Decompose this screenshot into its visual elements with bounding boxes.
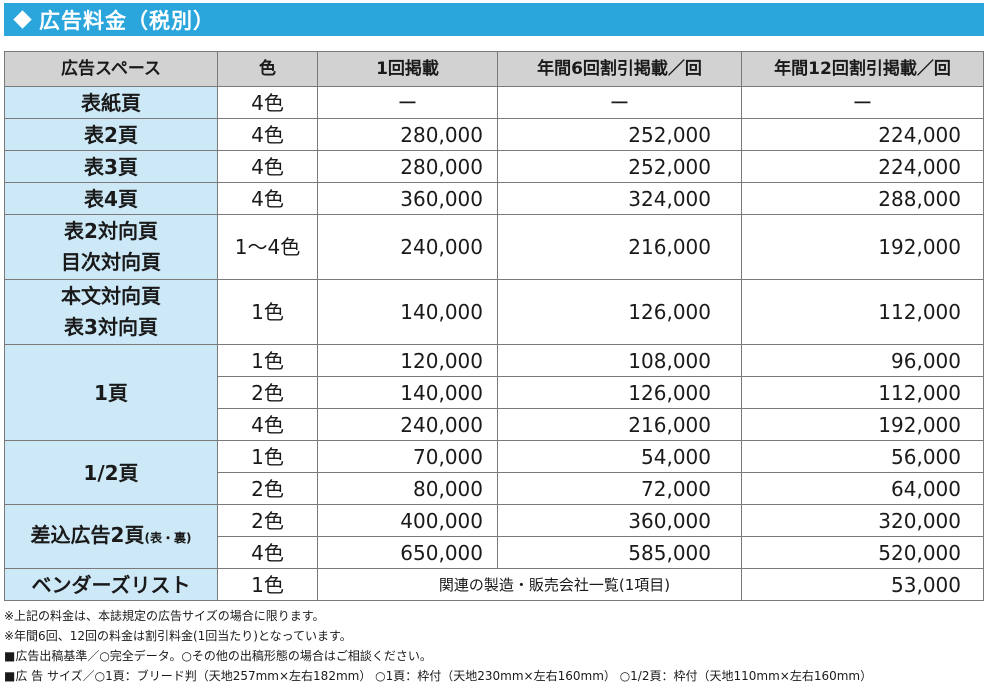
note-line: ※年間6回、12回の料金は割引料金(1回当たり)となっています。	[4, 629, 352, 643]
space-cell: 差込広告2頁(表・裏)	[4, 504, 218, 569]
color-cell: 1色	[217, 344, 318, 377]
table-row: 表3頁 4色 280,000 252,000 224,000	[4, 150, 984, 183]
space-label-line1: 表2対向頁	[64, 219, 158, 243]
price-twelve-cell: 112,000	[741, 376, 984, 409]
color-cell: 4色	[217, 118, 318, 151]
column-header-six: 年間6回割引掲載／回	[497, 51, 742, 87]
price-twelve-cell: 320,000	[741, 504, 984, 537]
table-row: 4色 650,000 585,000 520,000	[5, 536, 984, 569]
table-row: 表紙頁 4色 ー ー ー	[4, 86, 984, 119]
price-twelve-cell: 288,000	[741, 182, 984, 215]
price-twelve-cell: 192,000	[741, 214, 984, 280]
column-header-color: 色	[217, 51, 318, 87]
column-header-twelve: 年間12回割引掲載／回	[741, 51, 984, 87]
notes: ※上記の料金は、本誌規定の広告サイズの場合に限ります。 ※年間6回、12回の料金…	[4, 606, 986, 686]
note-line: ※上記の料金は、本誌規定の広告サイズの場合に限ります。	[4, 609, 325, 623]
table-row: 表4頁 4色 360,000 324,000 288,000	[4, 182, 984, 215]
table-row: 本文対向頁 表3対向頁 1色 140,000 126,000 112,000	[4, 279, 984, 345]
price-twelve-cell: ー	[741, 86, 984, 119]
price-six-cell: 108,000	[497, 344, 742, 377]
price-twelve-cell: 53,000	[741, 568, 984, 601]
space-cell: 表4頁	[4, 182, 218, 215]
color-cell: 1～4色	[217, 214, 318, 280]
diamond-icon	[13, 10, 32, 29]
price-twelve-cell: 224,000	[741, 150, 984, 183]
page-title: 広告料金（税別）	[39, 8, 215, 33]
price-once-cell: ー	[317, 86, 498, 119]
price-once-cell: 360,000	[317, 182, 498, 215]
table-row: 1頁 1色 120,000 108,000 96,000	[4, 344, 984, 441]
space-cell: 表紙頁	[4, 86, 218, 119]
space-label-note: (表・裏)	[144, 531, 192, 545]
price-twelve-cell: 56,000	[741, 440, 984, 473]
color-cell: 2色	[217, 472, 318, 505]
vendor-note-cell: 関連の製造・販売会社一覧(1項目)	[317, 568, 742, 601]
color-cell: 4色	[217, 86, 318, 119]
price-six-cell: 585,000	[497, 536, 742, 569]
price-twelve-cell: 96,000	[741, 344, 984, 377]
price-once-cell: 120,000	[317, 344, 498, 377]
price-once-cell: 280,000	[317, 150, 498, 183]
price-six-cell: 126,000	[497, 376, 742, 409]
color-cell: 2色	[217, 376, 318, 409]
price-twelve-cell: 64,000	[741, 472, 984, 505]
price-once-cell: 140,000	[317, 376, 498, 409]
price-six-cell: 252,000	[497, 118, 742, 151]
note-line: ■広告出稿基準／○完全データ。○その他の出稿形態の場合はご相談ください。	[4, 649, 432, 663]
column-header-once: 1回掲載	[317, 51, 498, 87]
price-once-cell: 280,000	[317, 118, 498, 151]
price-six-cell: 54,000	[497, 440, 742, 473]
color-cell: 1色	[217, 568, 318, 601]
space-cell: 本文対向頁 表3対向頁	[4, 279, 218, 345]
price-once-cell: 140,000	[317, 279, 498, 345]
column-header-space: 広告スペース	[4, 51, 218, 87]
table-row: 1/2頁 1色 70,000 54,000 56,000	[4, 440, 984, 505]
price-once-cell: 240,000	[317, 408, 498, 441]
color-cell: 4色	[217, 536, 318, 569]
price-six-cell: 360,000	[497, 504, 742, 537]
space-cell: 表2対向頁 目次対向頁	[4, 214, 218, 280]
color-cell: 4色	[217, 182, 318, 215]
price-six-cell: 252,000	[497, 150, 742, 183]
space-label: 差込広告2頁	[30, 523, 145, 547]
price-six-cell: ー	[497, 86, 742, 119]
price-twelve-cell: 520,000	[741, 536, 984, 569]
price-twelve-cell: 112,000	[741, 279, 984, 345]
table-row: 表2対向頁 目次対向頁 1～4色 240,000 216,000 192,000	[4, 214, 984, 280]
price-once-cell: 400,000	[317, 504, 498, 537]
rate-table: 広告スペース 色 1回掲載 年間6回割引掲載／回 年間12回割引掲載／回 表紙頁…	[4, 51, 984, 601]
table-header-row: 広告スペース 色 1回掲載 年間6回割引掲載／回 年間12回割引掲載／回	[4, 51, 984, 87]
space-label-line2: 表3対向頁	[64, 315, 158, 339]
space-label-line1: 本文対向頁	[61, 284, 161, 308]
table-row: 表2頁 4色 280,000 252,000 224,000	[4, 118, 984, 151]
color-cell: 2色	[217, 504, 318, 537]
space-cell: ベンダーズリスト	[4, 568, 218, 601]
title-bar: 広告料金（税別）	[4, 3, 984, 36]
space-cell: 1/2頁	[4, 440, 218, 505]
space-cell: 表3頁	[4, 150, 218, 183]
note-line: ■広 告 サイズ／○1頁：ブリード判（天地257mm×左右182mm） ○1頁：…	[4, 669, 873, 683]
space-label-line2: 目次対向頁	[61, 250, 161, 274]
price-six-cell: 216,000	[497, 408, 742, 441]
price-six-cell: 324,000	[497, 182, 742, 215]
table-row: 2色 80,000 72,000 64,000	[5, 472, 984, 505]
color-cell: 4色	[217, 150, 318, 183]
price-twelve-cell: 224,000	[741, 118, 984, 151]
space-cell: 1頁	[4, 344, 218, 441]
price-once-cell: 80,000	[317, 472, 498, 505]
price-once-cell: 70,000	[317, 440, 498, 473]
color-cell: 1色	[217, 279, 318, 345]
color-cell: 4色	[217, 408, 318, 441]
price-twelve-cell: 192,000	[741, 408, 984, 441]
price-six-cell: 216,000	[497, 214, 742, 280]
table-row: 差込広告2頁(表・裏) 2色 400,000 360,000 320,000	[4, 504, 984, 569]
price-once-cell: 650,000	[317, 536, 498, 569]
price-once-cell: 240,000	[317, 214, 498, 280]
price-six-cell: 72,000	[497, 472, 742, 505]
space-cell: 表2頁	[4, 118, 218, 151]
table-row: ベンダーズリスト 1色 関連の製造・販売会社一覧(1項目) 53,000	[4, 568, 984, 601]
price-six-cell: 126,000	[497, 279, 742, 345]
color-cell: 1色	[217, 440, 318, 473]
